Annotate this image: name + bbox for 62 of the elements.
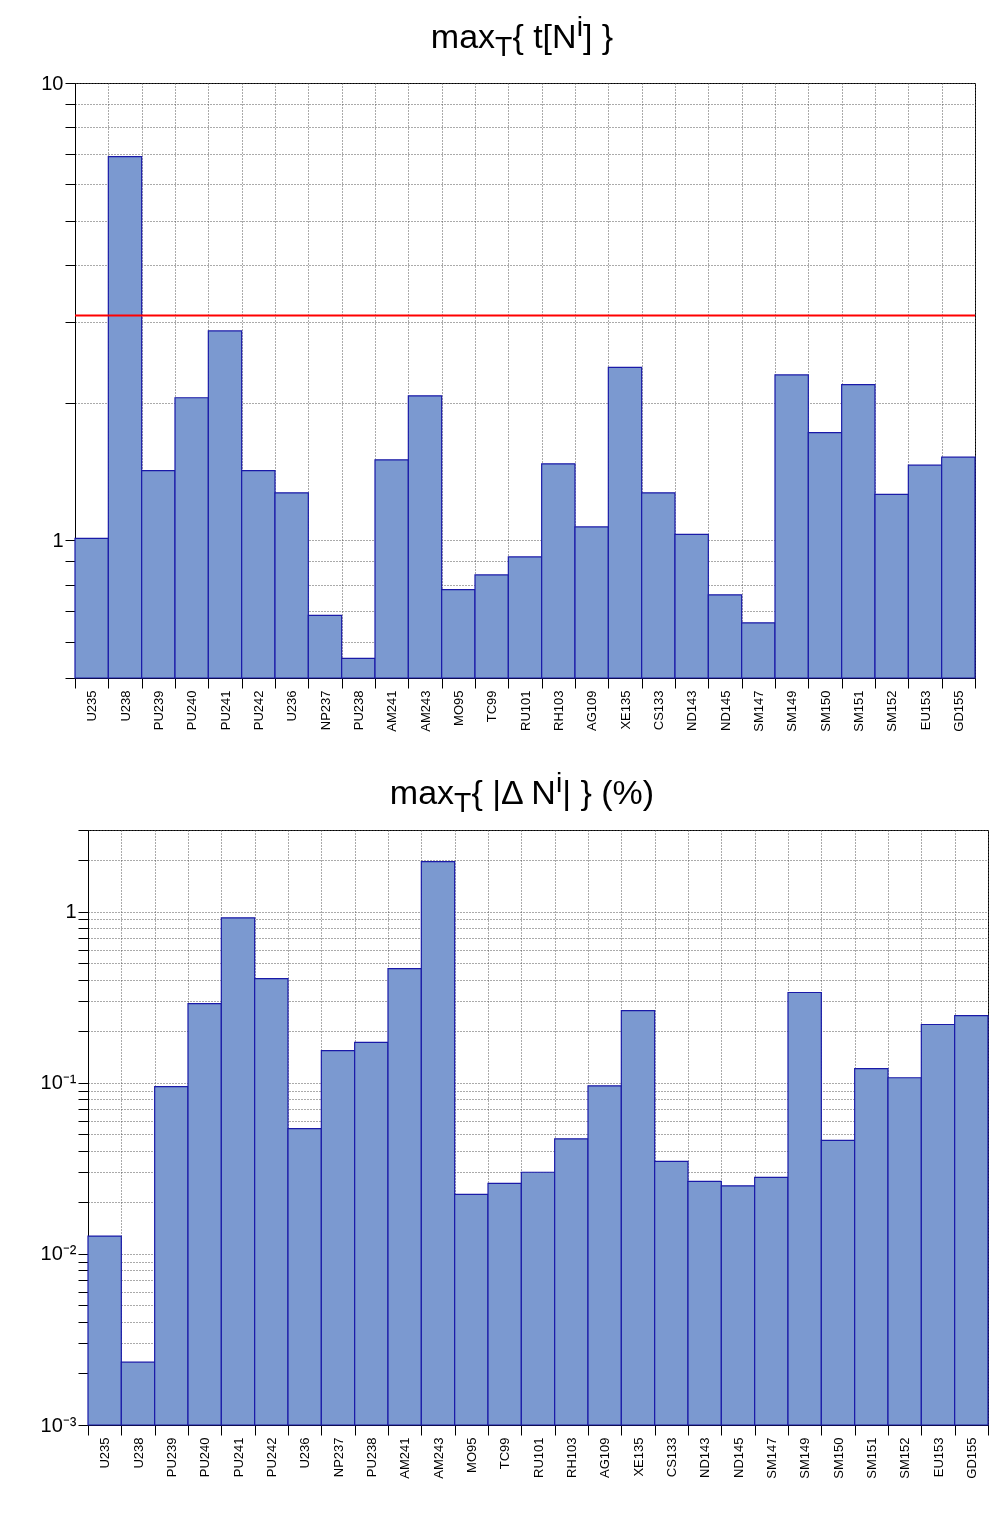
x-tick-label: SM152 — [897, 1437, 913, 1479]
y-tick-label: 1 — [65, 900, 77, 923]
x-tick-label: EU153 — [930, 1437, 946, 1478]
x-tick-label: U235 — [97, 1437, 113, 1469]
x-tick-label: U236 — [297, 1437, 313, 1469]
x-tick-label: PU239 — [163, 1437, 179, 1478]
x-tick-label: XE135 — [617, 690, 633, 730]
x-tick-label: ND143 — [684, 690, 700, 732]
x-tick-label: RH103 — [550, 690, 566, 732]
x-tick-label: ND145 — [717, 690, 733, 732]
x-tick-label: MO95 — [450, 690, 466, 727]
x-tick-label: ND143 — [697, 1437, 713, 1479]
x-tick-label: SM149 — [797, 1437, 813, 1479]
x-tick-label: TC99 — [497, 1437, 513, 1470]
chart-title: max$_{T}${ t[N$^{i}$] } — [429, 9, 615, 65]
x-tick-label: PU238 — [350, 690, 366, 731]
x-tick-label: SM147 — [750, 690, 766, 732]
x-tick-label: GD155 — [950, 690, 966, 732]
y-tick-label: 10⁻³ — [40, 1413, 77, 1436]
x-tick-label: AM243 — [417, 690, 433, 732]
x-tick-label: U238 — [130, 1437, 146, 1469]
x-tick-label: PU238 — [363, 1437, 379, 1478]
x-tick-label: U238 — [117, 690, 133, 722]
x-tick-label: SM150 — [830, 1437, 846, 1479]
x-tick-label: U236 — [284, 690, 300, 722]
x-tick-label: SM152 — [884, 690, 900, 732]
x-tick-label: SM150 — [817, 690, 833, 732]
x-tick-label: AM241 — [397, 1437, 413, 1479]
x-tick-label: PU240 — [197, 1437, 213, 1478]
y-tick-label: 10 — [41, 71, 64, 94]
x-tick-label: XE135 — [630, 1437, 646, 1477]
x-tick-label: U235 — [84, 690, 100, 722]
chart-title: max$_{T}${ |Δ N$^{i}$| } (%) — [388, 765, 656, 821]
x-tick-label: PU241 — [230, 1437, 246, 1478]
x-tick-label: AM241 — [384, 690, 400, 732]
x-tick-label: NP237 — [330, 1437, 346, 1478]
x-tick-label: NP237 — [317, 690, 333, 731]
y-tick-label: 10⁻² — [40, 1242, 77, 1265]
x-tick-label: AM243 — [430, 1437, 446, 1479]
x-tick-label: PU242 — [263, 1437, 279, 1478]
x-tick-label: PU241 — [217, 690, 233, 731]
y-tick-label: 1 — [52, 528, 64, 551]
x-tick-label: CS133 — [650, 690, 666, 731]
x-tick-label: TC99 — [484, 690, 500, 723]
x-tick-label: PU239 — [150, 690, 166, 731]
x-tick-label: EU153 — [917, 690, 933, 731]
x-tick-label: SM147 — [763, 1437, 779, 1479]
x-tick-label: CS133 — [663, 1437, 679, 1478]
x-tick-label: RU101 — [517, 690, 533, 732]
x-tick-label: RU101 — [530, 1437, 546, 1479]
y-tick-label: 10⁻¹ — [40, 1071, 77, 1094]
x-tick-label: MO95 — [463, 1437, 479, 1474]
x-tick-label: AG109 — [597, 1437, 613, 1479]
x-tick-label: SM151 — [850, 690, 866, 732]
x-tick-label: RH103 — [563, 1437, 579, 1479]
x-tick-label: SM149 — [784, 690, 800, 732]
x-tick-label: GD155 — [963, 1437, 979, 1479]
x-tick-label: PU240 — [184, 690, 200, 731]
x-tick-label: AG109 — [584, 690, 600, 732]
x-tick-label: ND145 — [730, 1437, 746, 1479]
x-tick-label: PU242 — [250, 690, 266, 731]
x-tick-label: SM151 — [863, 1437, 879, 1479]
